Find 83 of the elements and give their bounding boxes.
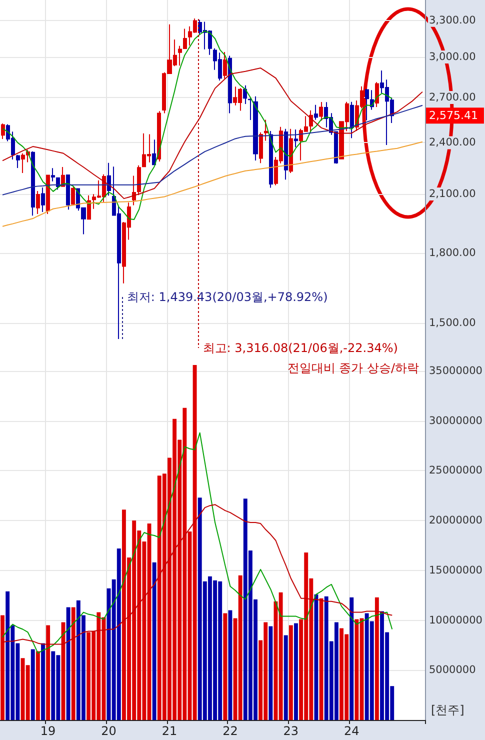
bar xyxy=(152,562,156,720)
annotation: 최고: 3,316.08(21/06월,-22.34%) xyxy=(202,341,398,355)
y-tick-label: 1,500.00 xyxy=(429,317,476,330)
candlestick xyxy=(152,139,156,166)
x-tick-label: 24 xyxy=(344,724,360,738)
candlestick xyxy=(264,119,268,142)
annotation: 전일대비 종가 상승/하락 xyxy=(287,361,419,375)
candlestick xyxy=(71,186,75,206)
candlestick xyxy=(87,194,91,220)
bar xyxy=(284,635,288,720)
y-tick-label: 1,800.00 xyxy=(429,247,476,260)
candlestick xyxy=(1,122,5,140)
candlestick xyxy=(375,82,379,108)
y-tick-label: 25000000 xyxy=(429,464,482,477)
y-tick-label: 20000000 xyxy=(429,514,482,527)
candlestick xyxy=(157,110,161,162)
bar xyxy=(350,597,354,720)
candlestick xyxy=(289,128,293,174)
bar xyxy=(294,623,298,720)
candlestick xyxy=(228,55,232,114)
bar xyxy=(268,626,273,720)
x-tick-label: 23 xyxy=(283,724,299,738)
candlestick xyxy=(350,101,354,139)
bar xyxy=(71,607,76,720)
bar xyxy=(314,594,318,720)
bar xyxy=(288,625,293,720)
candlestick xyxy=(314,104,318,120)
bar xyxy=(36,651,40,720)
y-tick-label: 5000000 xyxy=(429,664,476,676)
candlestick xyxy=(365,88,369,121)
y-tick-label: 10000000 xyxy=(429,614,482,626)
candlestick xyxy=(284,128,288,180)
candlestick xyxy=(243,84,247,105)
x-tick-label: 21 xyxy=(162,724,178,738)
candlestick xyxy=(253,96,258,162)
candlestick xyxy=(132,175,136,206)
candlestick xyxy=(178,45,182,66)
candlestick xyxy=(41,186,45,212)
y-tick-label: 2,400.00 xyxy=(429,136,476,149)
bar xyxy=(228,610,232,720)
candlestick xyxy=(137,164,141,196)
y-tick-label: 35000000 xyxy=(429,364,482,377)
bar xyxy=(30,649,35,720)
candlestick xyxy=(46,174,50,215)
candlestick xyxy=(107,162,111,196)
candlestick xyxy=(223,52,227,79)
x-tick-label: 20 xyxy=(101,724,116,738)
candlestick xyxy=(51,168,55,182)
candlestick xyxy=(66,174,70,210)
text: 2,575.41 xyxy=(429,109,478,122)
candlestick xyxy=(319,102,323,122)
bar xyxy=(46,625,50,720)
y-tick-label: 2,100.00 xyxy=(429,188,476,200)
line-series xyxy=(2,141,423,227)
bar xyxy=(0,615,5,720)
y-tick-label: 30000000 xyxy=(429,414,482,427)
line-series xyxy=(2,104,423,196)
candlestick xyxy=(16,154,20,168)
y-axis-title: [천주] xyxy=(431,703,464,717)
line-series xyxy=(2,504,393,645)
candlestick xyxy=(36,190,40,215)
line-series xyxy=(2,68,423,200)
line-series xyxy=(2,432,393,654)
x-tick-label: 22 xyxy=(222,724,238,738)
bar xyxy=(41,643,45,720)
candlestick xyxy=(334,131,338,164)
annotation: 최저: 1,439.43(20/03월,+78.92%) xyxy=(126,290,328,304)
bar xyxy=(374,597,379,720)
y-tick-label: 3,000.00 xyxy=(429,51,476,63)
candlestick xyxy=(269,130,273,188)
candlestick xyxy=(183,28,187,50)
y-tick-label: 2,700.00 xyxy=(429,91,476,104)
bar xyxy=(66,607,70,720)
candlestick xyxy=(259,132,263,164)
bar xyxy=(319,598,324,720)
candlestick xyxy=(248,97,252,121)
x-tick-label: 19 xyxy=(40,724,56,738)
y-tick-label: 3,300.00 xyxy=(429,14,476,26)
candlestick xyxy=(31,150,35,216)
bar xyxy=(223,613,228,720)
line-series xyxy=(2,30,393,220)
candlestick xyxy=(294,128,298,148)
y-tick-label: 15000000 xyxy=(429,564,482,576)
